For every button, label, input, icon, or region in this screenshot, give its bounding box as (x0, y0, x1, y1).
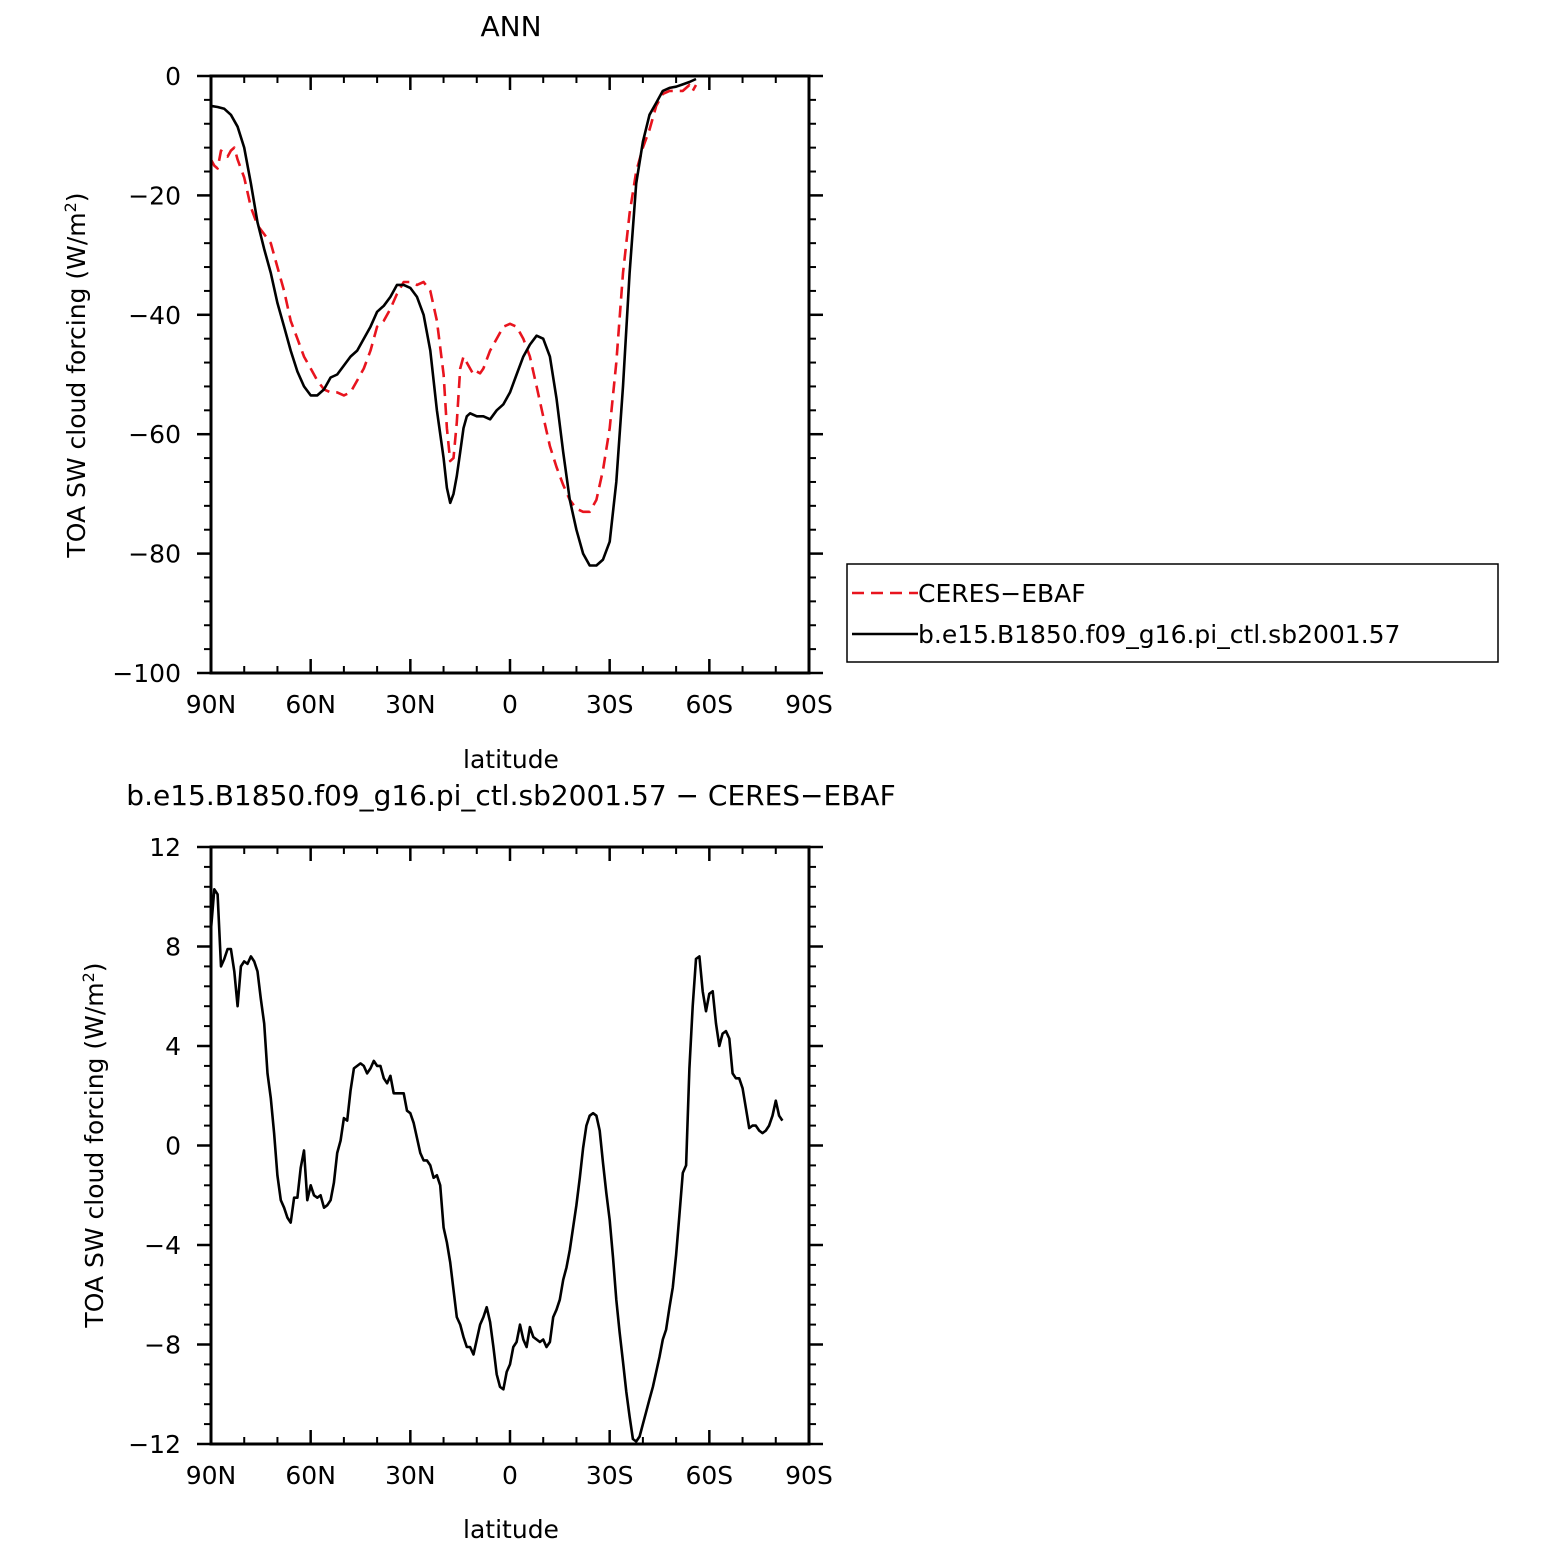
top-series-line-1 (211, 77, 697, 567)
top-y-axis-label-main: TOA SW cloud forcing (W/m (62, 212, 91, 558)
bottom-y-axis-label-sup: 2 (79, 972, 98, 982)
bottom-x-tick-label: 0 (502, 1461, 518, 1490)
top-y-axis-label-close: ) (62, 192, 91, 202)
top-x-axis-label: latitude (463, 745, 559, 774)
top-x-tick-label: 60N (285, 690, 336, 719)
top-y-tick-label: −40 (128, 301, 181, 330)
bottom-series-line-0 (211, 888, 784, 1443)
bottom-x-axis-label: latitude (463, 1515, 559, 1544)
top-x-tick-label: 90N (186, 690, 237, 719)
bottom-x-tick-label: 30S (586, 1461, 634, 1490)
bottom-y-tick-label: 12 (149, 833, 181, 862)
bottom-panel: b.e15.B1850.f09_g16.pi_ctl.sb2001.57 − C… (79, 779, 896, 1544)
top-series-line-0 (211, 83, 698, 514)
top-panel: ANN 90N 60N 30N 0 30S 60S 90S −100 −80 −60 −40 −20 0… (61, 10, 833, 774)
legend-box (846, 563, 1499, 663)
top-y-tick-label: −20 (128, 181, 181, 210)
bottom-y-axis-label-main: TOA SW cloud forcing (W/m (80, 982, 109, 1328)
bottom-plot-frame (209, 845, 811, 1446)
bottom-x-tick-label: 90S (785, 1461, 833, 1490)
top-y-tick-label: −60 (128, 420, 181, 449)
top-series-group (211, 77, 698, 567)
bottom-y-tick-label: −4 (144, 1231, 181, 1260)
top-x-tick-label: 0 (502, 690, 518, 719)
bottom-y-axis-label: TOA SW cloud forcing (W/m2) (79, 962, 109, 1328)
top-x-tick-label: 30S (586, 690, 634, 719)
top-chart-title: ANN (480, 10, 541, 43)
bottom-y-tick-label: −8 (144, 1331, 181, 1360)
top-x-tick-label: 90S (785, 690, 833, 719)
bottom-y-tick-label: −12 (128, 1430, 181, 1459)
bottom-y-tick-label: 4 (165, 1032, 181, 1061)
bottom-x-tick-label: 60S (685, 1461, 733, 1490)
bottom-series-group (211, 888, 784, 1443)
top-y-tick-label: −80 (128, 540, 181, 569)
top-x-tick-label: 30N (385, 690, 436, 719)
bottom-y-tick-label: 8 (165, 933, 181, 962)
top-y-tick-label: 0 (165, 62, 181, 91)
legend-label-model: b.e15.B1850.f09_g16.pi_ctl.sb2001.57 (918, 620, 1400, 649)
bottom-x-tick-label: 60N (285, 1461, 336, 1490)
bottom-x-tick-label: 30N (385, 1461, 436, 1490)
legend-label-ceres: CERES−EBAF (918, 579, 1086, 608)
bottom-y-axis-label-close: ) (80, 962, 109, 972)
bottom-chart-title: b.e15.B1850.f09_g16.pi_ctl.sb2001.57 − C… (126, 779, 895, 812)
bottom-plot-area: 90N 60N 30N 0 30S 60S 90S −12 −8 −4 0 4 8 12 (128, 833, 833, 1490)
legend: CERES−EBAF b.e15.B1850.f09_g16.pi_ctl.sb… (846, 563, 1499, 663)
bottom-x-tick-label: 90N (186, 1461, 237, 1490)
top-y-axis-label: TOA SW cloud forcing (W/m2) (61, 192, 91, 558)
top-y-axis-label-sup: 2 (61, 202, 80, 212)
top-x-tick-label: 60S (685, 690, 733, 719)
top-plot-area: 90N 60N 30N 0 30S 60S 90S −100 −80 −60 −40 −20 0 (112, 62, 833, 719)
bottom-y-tick-label: 0 (165, 1132, 181, 1161)
top-plot-frame (209, 74, 811, 675)
top-y-tick-label: −100 (112, 659, 181, 688)
